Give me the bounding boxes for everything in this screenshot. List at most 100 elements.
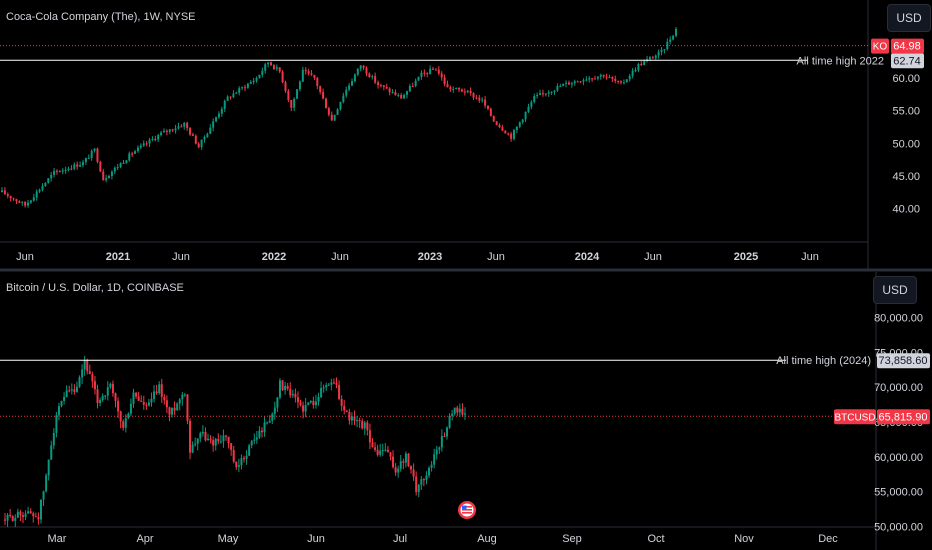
candle-body <box>312 400 315 406</box>
candle-body <box>327 108 330 115</box>
time-tick-label: Jun <box>172 251 190 263</box>
candle-body <box>333 114 336 121</box>
candle-body <box>374 76 377 83</box>
candle-body <box>399 461 402 469</box>
candle-body <box>631 70 634 76</box>
candle-body <box>281 380 284 391</box>
top-ath-price-box: 62.74 <box>891 53 924 69</box>
top-title: Coca-Cola Company (The), 1W, NYSE <box>6 11 196 23</box>
candle-body <box>408 85 411 92</box>
candle-body <box>495 121 498 125</box>
bottom-title: Bitcoin / U.S. Dollar, 1D, COINBASE <box>6 282 184 294</box>
candle-body <box>388 88 391 93</box>
candle-body <box>605 76 608 78</box>
us-flag-icon[interactable] <box>458 501 476 519</box>
time-tick-label: 2021 <box>106 251 130 263</box>
candle-body <box>21 201 24 203</box>
candle-body <box>19 511 22 516</box>
candle-body <box>594 78 597 80</box>
candle-body <box>153 391 156 399</box>
candle-body <box>293 98 296 108</box>
candle-body <box>267 62 270 65</box>
candle-body <box>440 73 443 78</box>
top-price-scale[interactable]: 40.00 45.00 50.00 55.00 60.00 <box>892 73 920 215</box>
candle-body <box>99 400 102 403</box>
candle-body <box>414 80 417 87</box>
time-tick-label: 2023 <box>418 251 442 263</box>
candle-body <box>63 396 66 402</box>
bottom-time-scale[interactable]: Mar Apr May Jun Jul Aug Sep Oct Nov Dec <box>48 533 839 545</box>
time-tick-label: 2022 <box>262 251 286 263</box>
candle-body <box>458 88 461 90</box>
top-last-price-box: KO 64.98 <box>871 38 924 54</box>
top-currency-button[interactable]: USD <box>887 4 931 32</box>
candle-body <box>174 128 177 131</box>
candle-body <box>556 86 559 91</box>
candle-body <box>385 86 388 89</box>
bottom-ath-label: All time high (2024) <box>776 355 871 367</box>
candle-body <box>420 479 423 485</box>
candle-body <box>669 39 672 42</box>
candle-body <box>336 109 339 115</box>
candle-body <box>420 72 423 77</box>
candle-body <box>530 102 533 107</box>
candle-body <box>363 422 366 429</box>
candle-body <box>432 68 435 70</box>
candle-body <box>223 100 226 109</box>
candle-body <box>660 49 663 52</box>
candle-body <box>307 402 310 405</box>
candle-body <box>78 377 81 387</box>
candle-body <box>622 82 625 84</box>
candle-body <box>313 74 316 78</box>
candle-body <box>225 435 228 437</box>
candle-body <box>52 432 55 446</box>
candle-body <box>559 86 562 88</box>
candle-body <box>154 139 157 141</box>
candle-body <box>209 438 212 441</box>
candle-body <box>117 400 120 412</box>
candle-body <box>648 57 651 60</box>
candle-body <box>319 85 322 93</box>
candle-body <box>362 65 365 68</box>
candle-body <box>426 73 429 75</box>
candle-body <box>114 393 117 401</box>
candle-body <box>348 85 351 90</box>
candle-body <box>567 82 570 85</box>
candle-body <box>183 394 186 396</box>
candle-body <box>651 57 654 59</box>
candle-body <box>29 200 32 203</box>
candle-body <box>541 93 544 95</box>
price-tick-label: 50,000.00 <box>874 522 923 534</box>
candle-body <box>291 393 294 396</box>
candle-body <box>145 143 148 145</box>
candle-body <box>160 132 163 136</box>
bottom-currency-button[interactable]: USD <box>873 276 917 304</box>
candle-body <box>134 151 137 154</box>
candle-body <box>591 78 594 80</box>
candle-body <box>3 190 6 195</box>
candle-body <box>55 415 58 433</box>
candle-body <box>438 447 441 450</box>
top-time-scale[interactable]: Jun 2021 Jun 2022 Jun 2023 Jun 2024 Jun 2025 Jun <box>16 251 819 263</box>
candle-body <box>397 94 400 96</box>
candle-body <box>268 420 271 423</box>
candle-body <box>237 465 240 467</box>
candle-body <box>386 449 389 453</box>
candle-body <box>405 91 408 95</box>
time-tick-label: Aug <box>477 533 497 545</box>
candle-body <box>289 388 292 396</box>
candle-body <box>215 117 218 122</box>
candle-body <box>314 401 317 406</box>
candle-body <box>21 515 24 517</box>
candle-body <box>379 85 382 87</box>
candle-body <box>657 51 660 56</box>
top-symbol-tag <box>871 38 889 54</box>
top-ath-label: All time high 2022 <box>797 55 884 67</box>
candle-body <box>472 93 475 98</box>
candle-body <box>446 84 449 88</box>
bottom-price-scale[interactable]: 50,000.0055,000.0060,000.0065,000.0070,0… <box>874 312 923 533</box>
candle-body <box>397 468 400 473</box>
candle-body <box>456 407 459 413</box>
candle-body <box>168 129 171 132</box>
candle-body <box>429 68 432 74</box>
